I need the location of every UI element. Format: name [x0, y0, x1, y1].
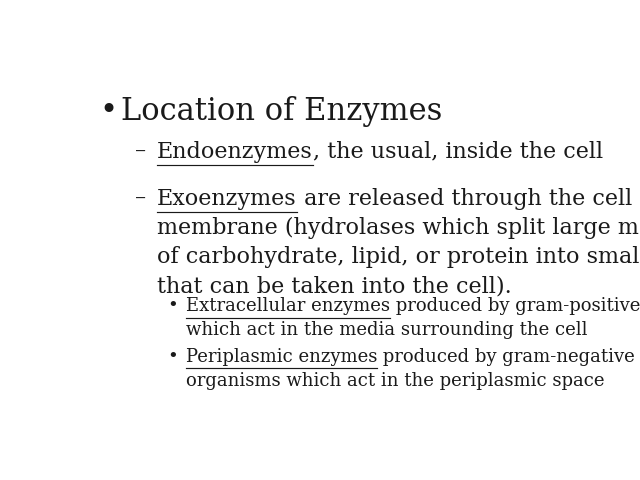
Text: Endoenzymes: Endoenzymes	[157, 141, 312, 163]
Text: which act in the media surrounding the cell: which act in the media surrounding the c…	[186, 321, 587, 339]
Text: •: •	[100, 96, 118, 127]
Text: –: –	[134, 141, 146, 163]
Text: organisms which act in the periplasmic space: organisms which act in the periplasmic s…	[186, 372, 604, 390]
Text: , the usual, inside the cell: , the usual, inside the cell	[312, 141, 603, 163]
Text: •: •	[167, 348, 177, 366]
Text: membrane (hydrolases which split large molecules: membrane (hydrolases which split large m…	[157, 217, 640, 239]
Text: are released through the cell: are released through the cell	[296, 188, 632, 210]
Text: Location of Enzymes: Location of Enzymes	[121, 96, 442, 127]
Text: Exoenzymes: Exoenzymes	[157, 188, 296, 210]
Text: that can be taken into the cell).: that can be taken into the cell).	[157, 276, 511, 298]
Text: –: –	[134, 188, 146, 210]
Text: •: •	[167, 297, 177, 315]
Text: Periplasmic enzymes: Periplasmic enzymes	[186, 348, 377, 366]
Text: produced by gram-negative: produced by gram-negative	[377, 348, 635, 366]
Text: Extracellular enzymes: Extracellular enzymes	[186, 297, 390, 315]
Text: produced by gram-positive rods,: produced by gram-positive rods,	[390, 297, 640, 315]
Text: of carbohydrate, lipid, or protein into smaller ones: of carbohydrate, lipid, or protein into …	[157, 246, 640, 268]
